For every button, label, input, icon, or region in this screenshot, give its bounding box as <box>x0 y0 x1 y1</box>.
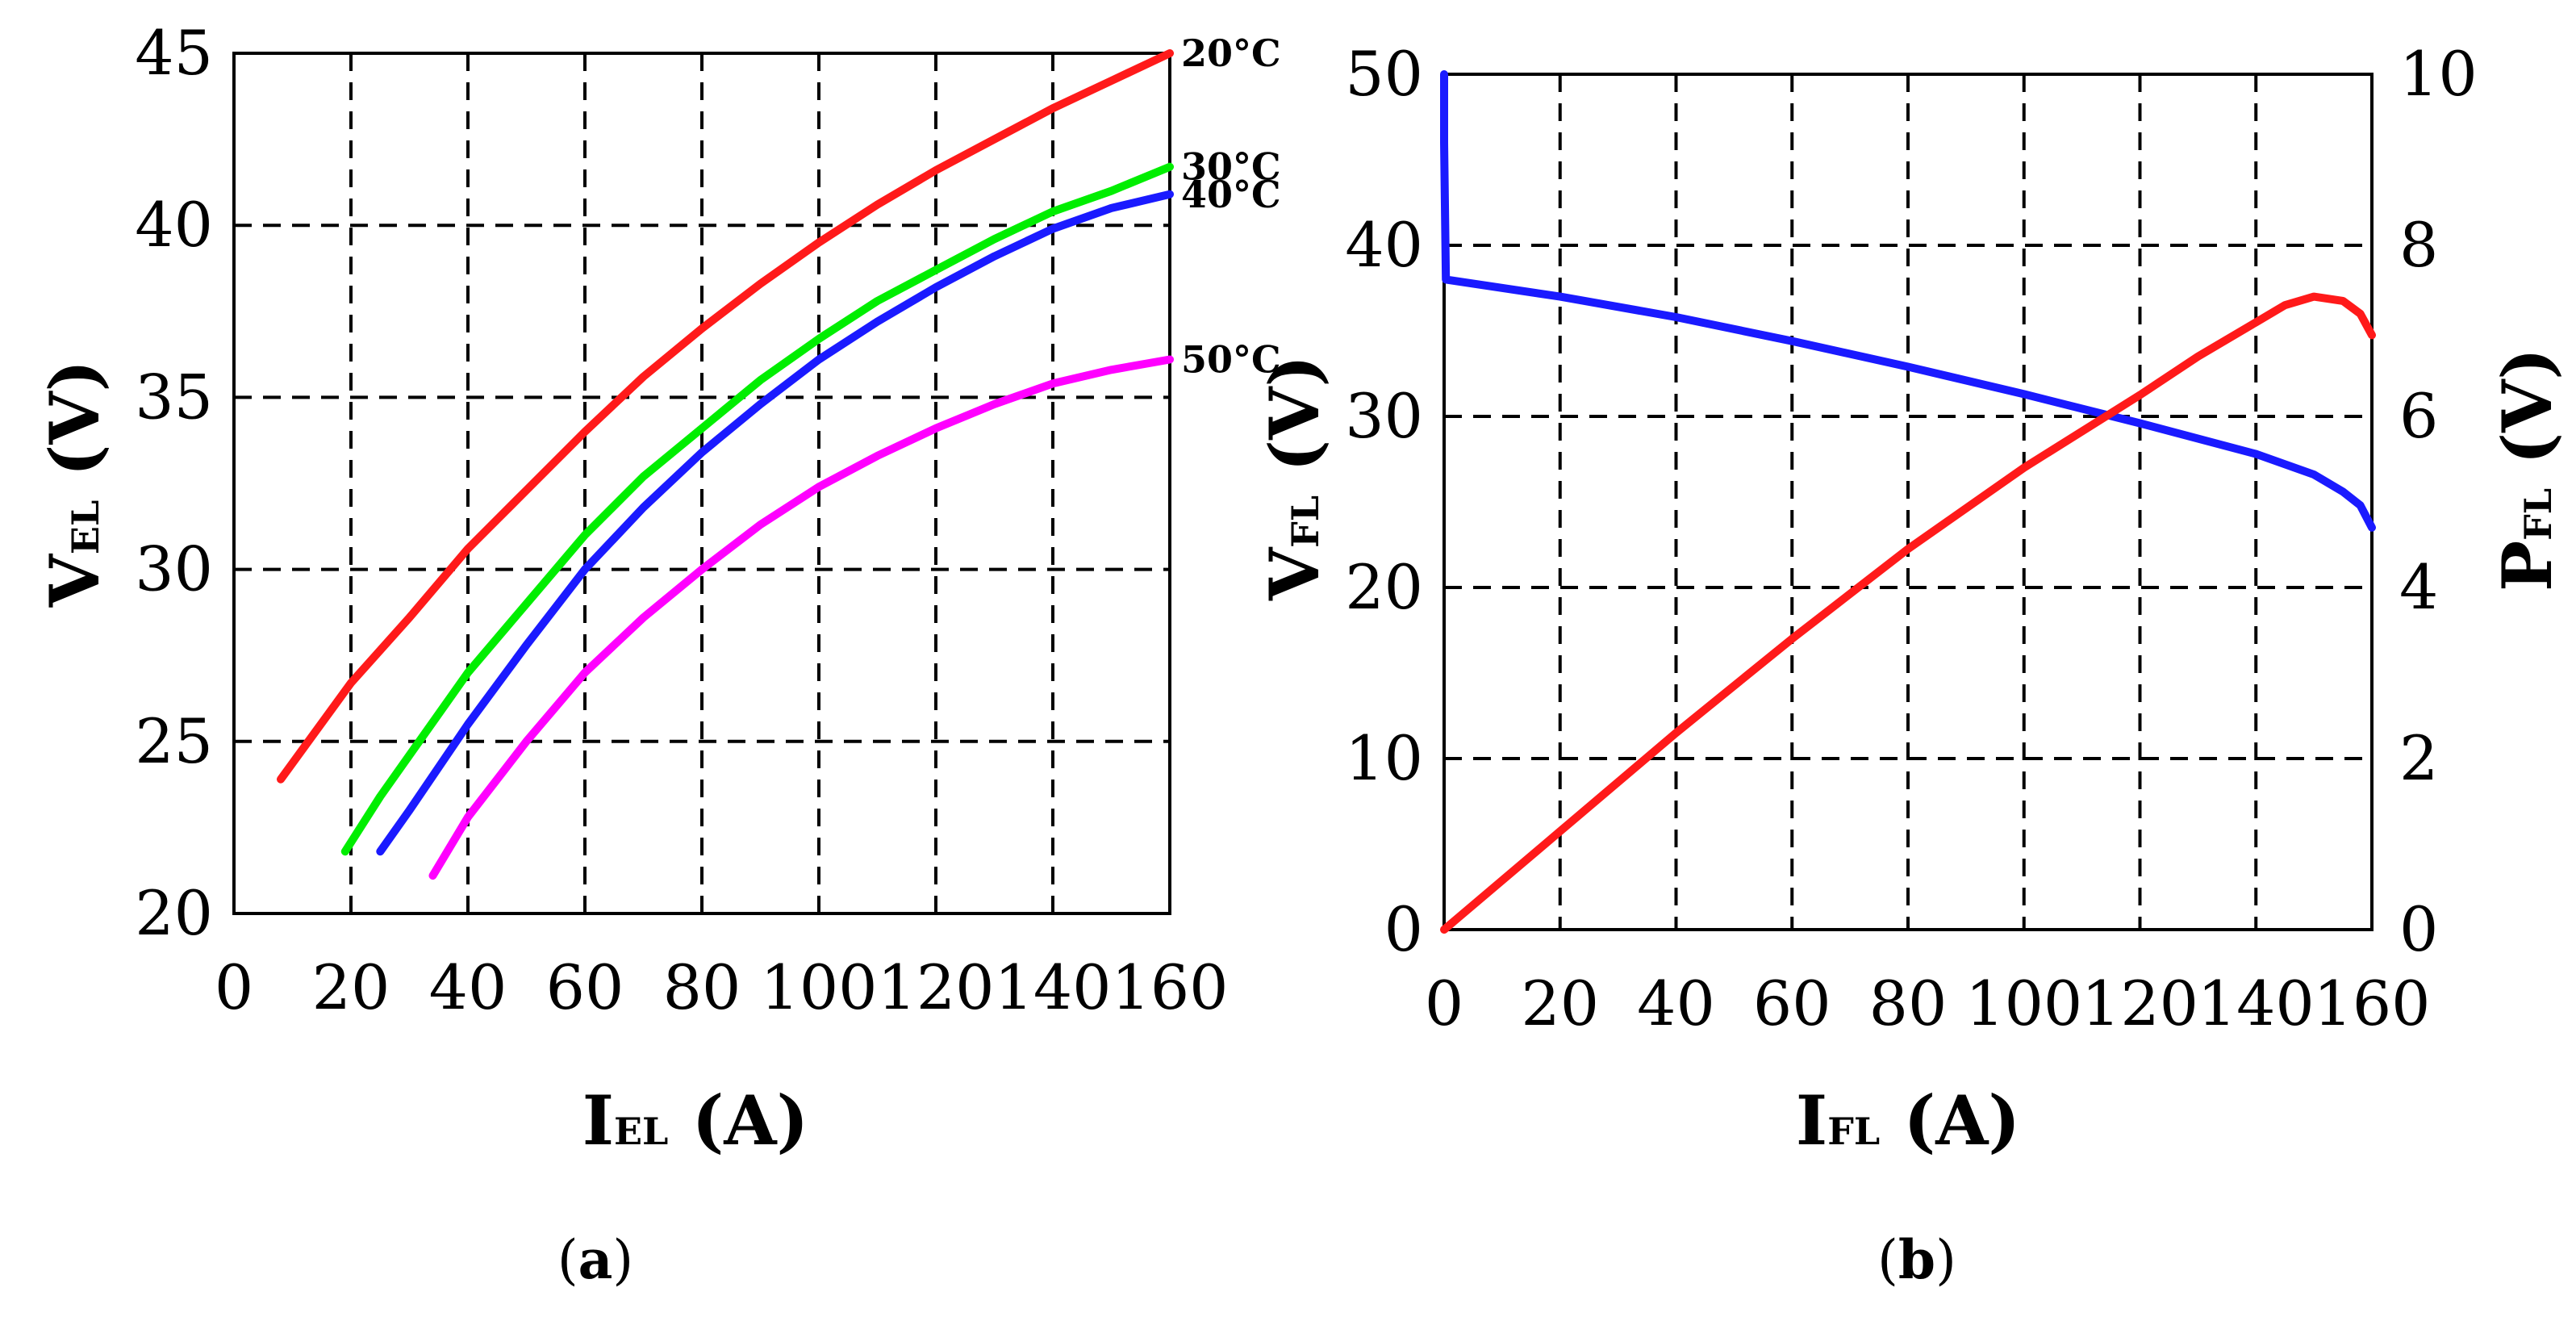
panel-b-x-tick-label: 160 <box>2313 968 2430 1039</box>
panel-a-y-tick-label: 30 <box>135 533 213 605</box>
panel-b-series-line-p-fl <box>1440 292 2376 934</box>
panel-a-series-label-50-c: 50°C <box>1181 337 1281 381</box>
panel-b-y2-tick-label: 10 <box>2399 38 2478 110</box>
panel-a-series-line-40-c <box>376 190 1174 856</box>
panel-a-x-tick-label: 80 <box>663 951 741 1023</box>
panel-b-y-tick-label: 30 <box>1345 380 1423 452</box>
panel-b-y-tick-label: 10 <box>1345 722 1423 794</box>
panel-b-x-tick-label: 20 <box>1521 968 1599 1039</box>
panel-a-series-line-30-c <box>340 162 1174 856</box>
panel-b-y2-tick-label: 4 <box>2399 551 2438 623</box>
panel-b-y2-ticks: 0 2 4 6 8 10 <box>2399 38 2478 965</box>
panel-a-y-axis-title: VEL (V) <box>35 360 115 608</box>
panel-b-x-tick-label: 140 <box>2198 968 2315 1039</box>
panel-a-label: (a) <box>557 1228 633 1291</box>
panel-a-series <box>277 49 1174 880</box>
panel-b-y2-tick-label: 6 <box>2399 380 2438 452</box>
panel-a-x-tick-label: 0 <box>215 951 253 1023</box>
panel-a-y-tick-label: 40 <box>135 189 213 261</box>
panel-a-x-tick-label: 60 <box>546 951 624 1023</box>
panel-a-series-label-20-c: 20°C <box>1181 31 1281 75</box>
panel-b-x-axis-title: IFL (A) <box>1796 1081 2020 1160</box>
panel-b-y2-tick-label: 0 <box>2399 893 2438 965</box>
panel-b-grid <box>1444 74 2372 930</box>
panel-a-x-ticks: 0 20 40 60 80 100 120 140 160 <box>215 951 1229 1023</box>
panel-b-y-tick-label: 0 <box>1384 893 1423 965</box>
panel-a-x-tick-label: 40 <box>429 951 507 1023</box>
panel-b-y2-tick-label: 2 <box>2399 722 2438 794</box>
panel-a-x-tick-label: 120 <box>877 951 994 1023</box>
panel-a-x-tick-label: 160 <box>1111 951 1228 1023</box>
panel-b-x-tick-label: 0 <box>1425 968 1463 1039</box>
panel-b-y-tick-label: 20 <box>1345 551 1423 623</box>
panel-a-y-ticks: 20 25 30 35 40 45 <box>135 17 213 949</box>
panel-b-x-tick-label: 80 <box>1869 968 1948 1039</box>
panel-a-series-line-20-c <box>277 49 1174 784</box>
panel-a-y-tick-label: 35 <box>135 361 213 433</box>
panel-b-y2-axis-title: PFL (V) <box>2487 348 2567 592</box>
panel-b-x-tick-label: 120 <box>2081 968 2198 1039</box>
panel-b-series-line-v-fl <box>1440 70 2376 532</box>
panel-a-series-labels: 20°C 30°C40°C 50°C <box>1181 31 1281 381</box>
panel-a-series-label-30-c: 30°C <box>1181 145 1281 189</box>
panel-a-x-tick-label: 140 <box>994 951 1111 1023</box>
panel-a-x-axis-title: IEL (A) <box>582 1081 809 1160</box>
panel-a-series-line-50-c <box>428 355 1174 880</box>
panel-b-x-tick-label: 100 <box>1965 968 2082 1039</box>
panel-b-y-tick-label: 40 <box>1345 209 1423 281</box>
panel-a-y-tick-label: 25 <box>135 705 213 777</box>
panel-b-y-axis-title: VFL (V) <box>1255 355 1334 601</box>
panel-b-y-ticks: 0 10 20 30 40 50 <box>1345 38 1423 965</box>
panel-b-x-tick-label: 40 <box>1637 968 1715 1039</box>
panel-a-series-label-40-c: 40°C <box>1181 173 1281 216</box>
panel-b-series <box>1440 70 2376 934</box>
panel-a-y-tick-label: 20 <box>135 877 213 949</box>
panel-b-x-tick-label: 60 <box>1753 968 1831 1039</box>
panel-b-y-tick-label: 50 <box>1345 38 1423 110</box>
panel-b-label: (b) <box>1877 1228 1956 1291</box>
panel-a-grid <box>234 53 1170 913</box>
panel-b-y2-tick-label: 8 <box>2399 209 2438 281</box>
panel-a-y-tick-label: 45 <box>135 17 213 89</box>
panel-a-x-tick-label: 20 <box>312 951 390 1023</box>
panel-a-x-tick-label: 100 <box>760 951 877 1023</box>
